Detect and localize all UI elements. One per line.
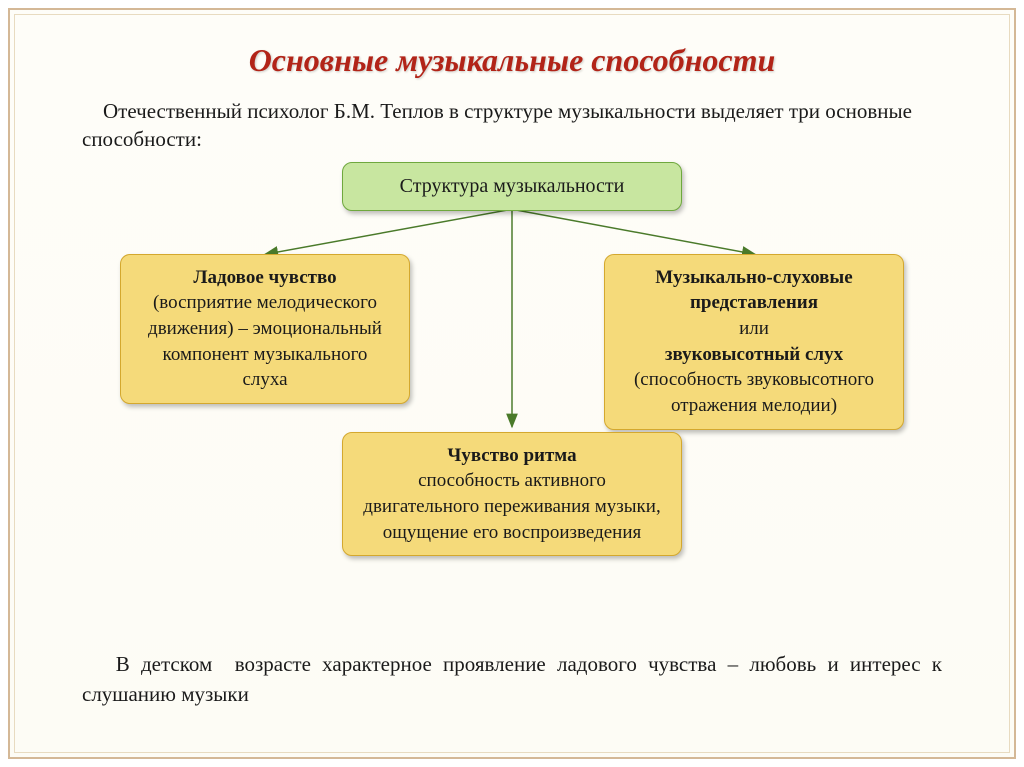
right-node-or: или [739,318,769,339]
slide-frame: Основные музыкальные способности Отечест… [8,8,1016,759]
right-node-text: (способность звуковысотного отражения ме… [634,369,874,416]
slide-title: Основные музыкальные способности [10,10,1014,79]
left-node: Ладовое чувство (восприятие мелодическог… [120,254,410,404]
left-node-title: Ладовое чувство [193,267,336,288]
corner-ornament [988,8,1016,36]
corner-ornament [8,8,36,36]
right-node-subtitle: звуковысотный слух [665,344,843,365]
left-node-text: (восприятие мелодического движения) – эм… [148,292,382,390]
bottom-node: Чувство ритма способность активного двиг… [342,432,682,557]
root-node-label: Структура музыкальности [400,175,625,197]
bottom-node-title: Чувство ритма [447,445,576,466]
diagram-area: Структура музыкальности Ладовое чувство … [10,162,1014,582]
right-node-title: Музыкально-слуховые представления [655,267,852,314]
corner-ornament [8,731,36,759]
footer-paragraph: В детском возрасте характерное проявлени… [10,650,1014,709]
right-node: Музыкально-слуховые представления или зв… [604,254,904,430]
root-node: Структура музыкальности [342,162,682,211]
intro-paragraph: Отечественный психолог Б.М. Теплов в стр… [10,79,1014,154]
corner-ornament [988,731,1016,759]
bottom-node-text: способность активного двигательного пере… [363,470,660,542]
